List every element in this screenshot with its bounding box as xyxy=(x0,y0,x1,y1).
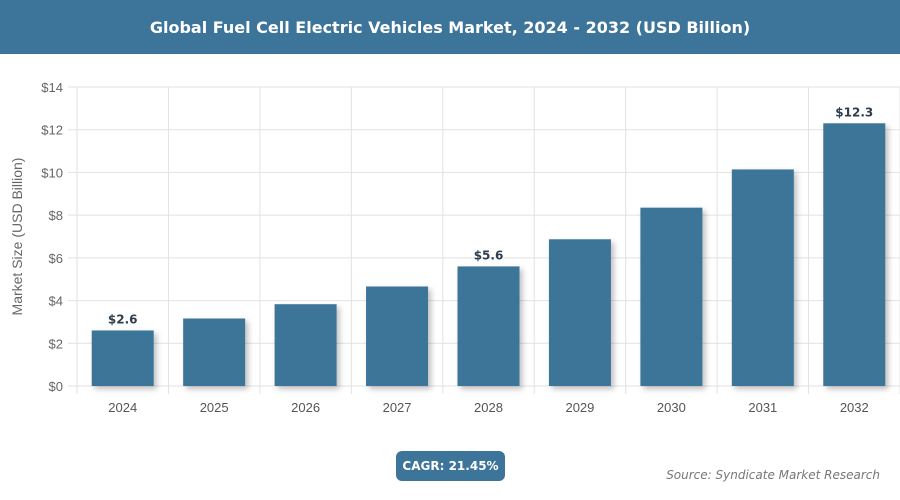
x-tick-label: 2026 xyxy=(291,400,320,415)
y-tick-label: $4 xyxy=(49,294,63,309)
x-tick-label: 2030 xyxy=(657,400,686,415)
chart-title: Global Fuel Cell Electric Vehicles Marke… xyxy=(0,0,900,54)
x-tick-label: 2029 xyxy=(565,400,594,415)
x-tick-label: 2032 xyxy=(840,400,869,415)
bar-2024 xyxy=(91,330,154,386)
y-tick-label: $0 xyxy=(49,379,63,394)
x-tick-label: 2024 xyxy=(108,400,137,415)
bar-2030 xyxy=(640,207,703,386)
y-tick-label: $12 xyxy=(41,123,63,138)
bar-2028 xyxy=(457,266,520,386)
bar-2027 xyxy=(366,286,429,386)
x-tick-label: 2031 xyxy=(748,400,777,415)
y-tick-label: $2 xyxy=(49,336,63,351)
bar-2032 xyxy=(823,123,886,387)
data-label: $12.3 xyxy=(835,105,873,119)
source-note: Source: Syndicate Market Research xyxy=(666,468,880,482)
y-tick-label: $14 xyxy=(41,80,63,95)
data-label: $2.6 xyxy=(108,312,138,326)
data-label: $5.6 xyxy=(474,248,504,262)
bar-2031 xyxy=(731,169,794,386)
x-tick-label: 2027 xyxy=(383,400,412,415)
y-tick-label: $6 xyxy=(49,251,63,266)
y-tick-label: $10 xyxy=(41,165,63,180)
bar-2025 xyxy=(183,318,246,386)
x-tick-label: 2028 xyxy=(474,400,503,415)
x-tick-label: 2025 xyxy=(200,400,229,415)
y-axis-label: Market Size (USD Billion) xyxy=(9,158,25,316)
bar-2029 xyxy=(548,239,611,386)
y-tick-label: $8 xyxy=(49,208,63,223)
bar-2026 xyxy=(274,304,337,386)
cagr-badge: CAGR: 21.45% xyxy=(396,451,505,481)
